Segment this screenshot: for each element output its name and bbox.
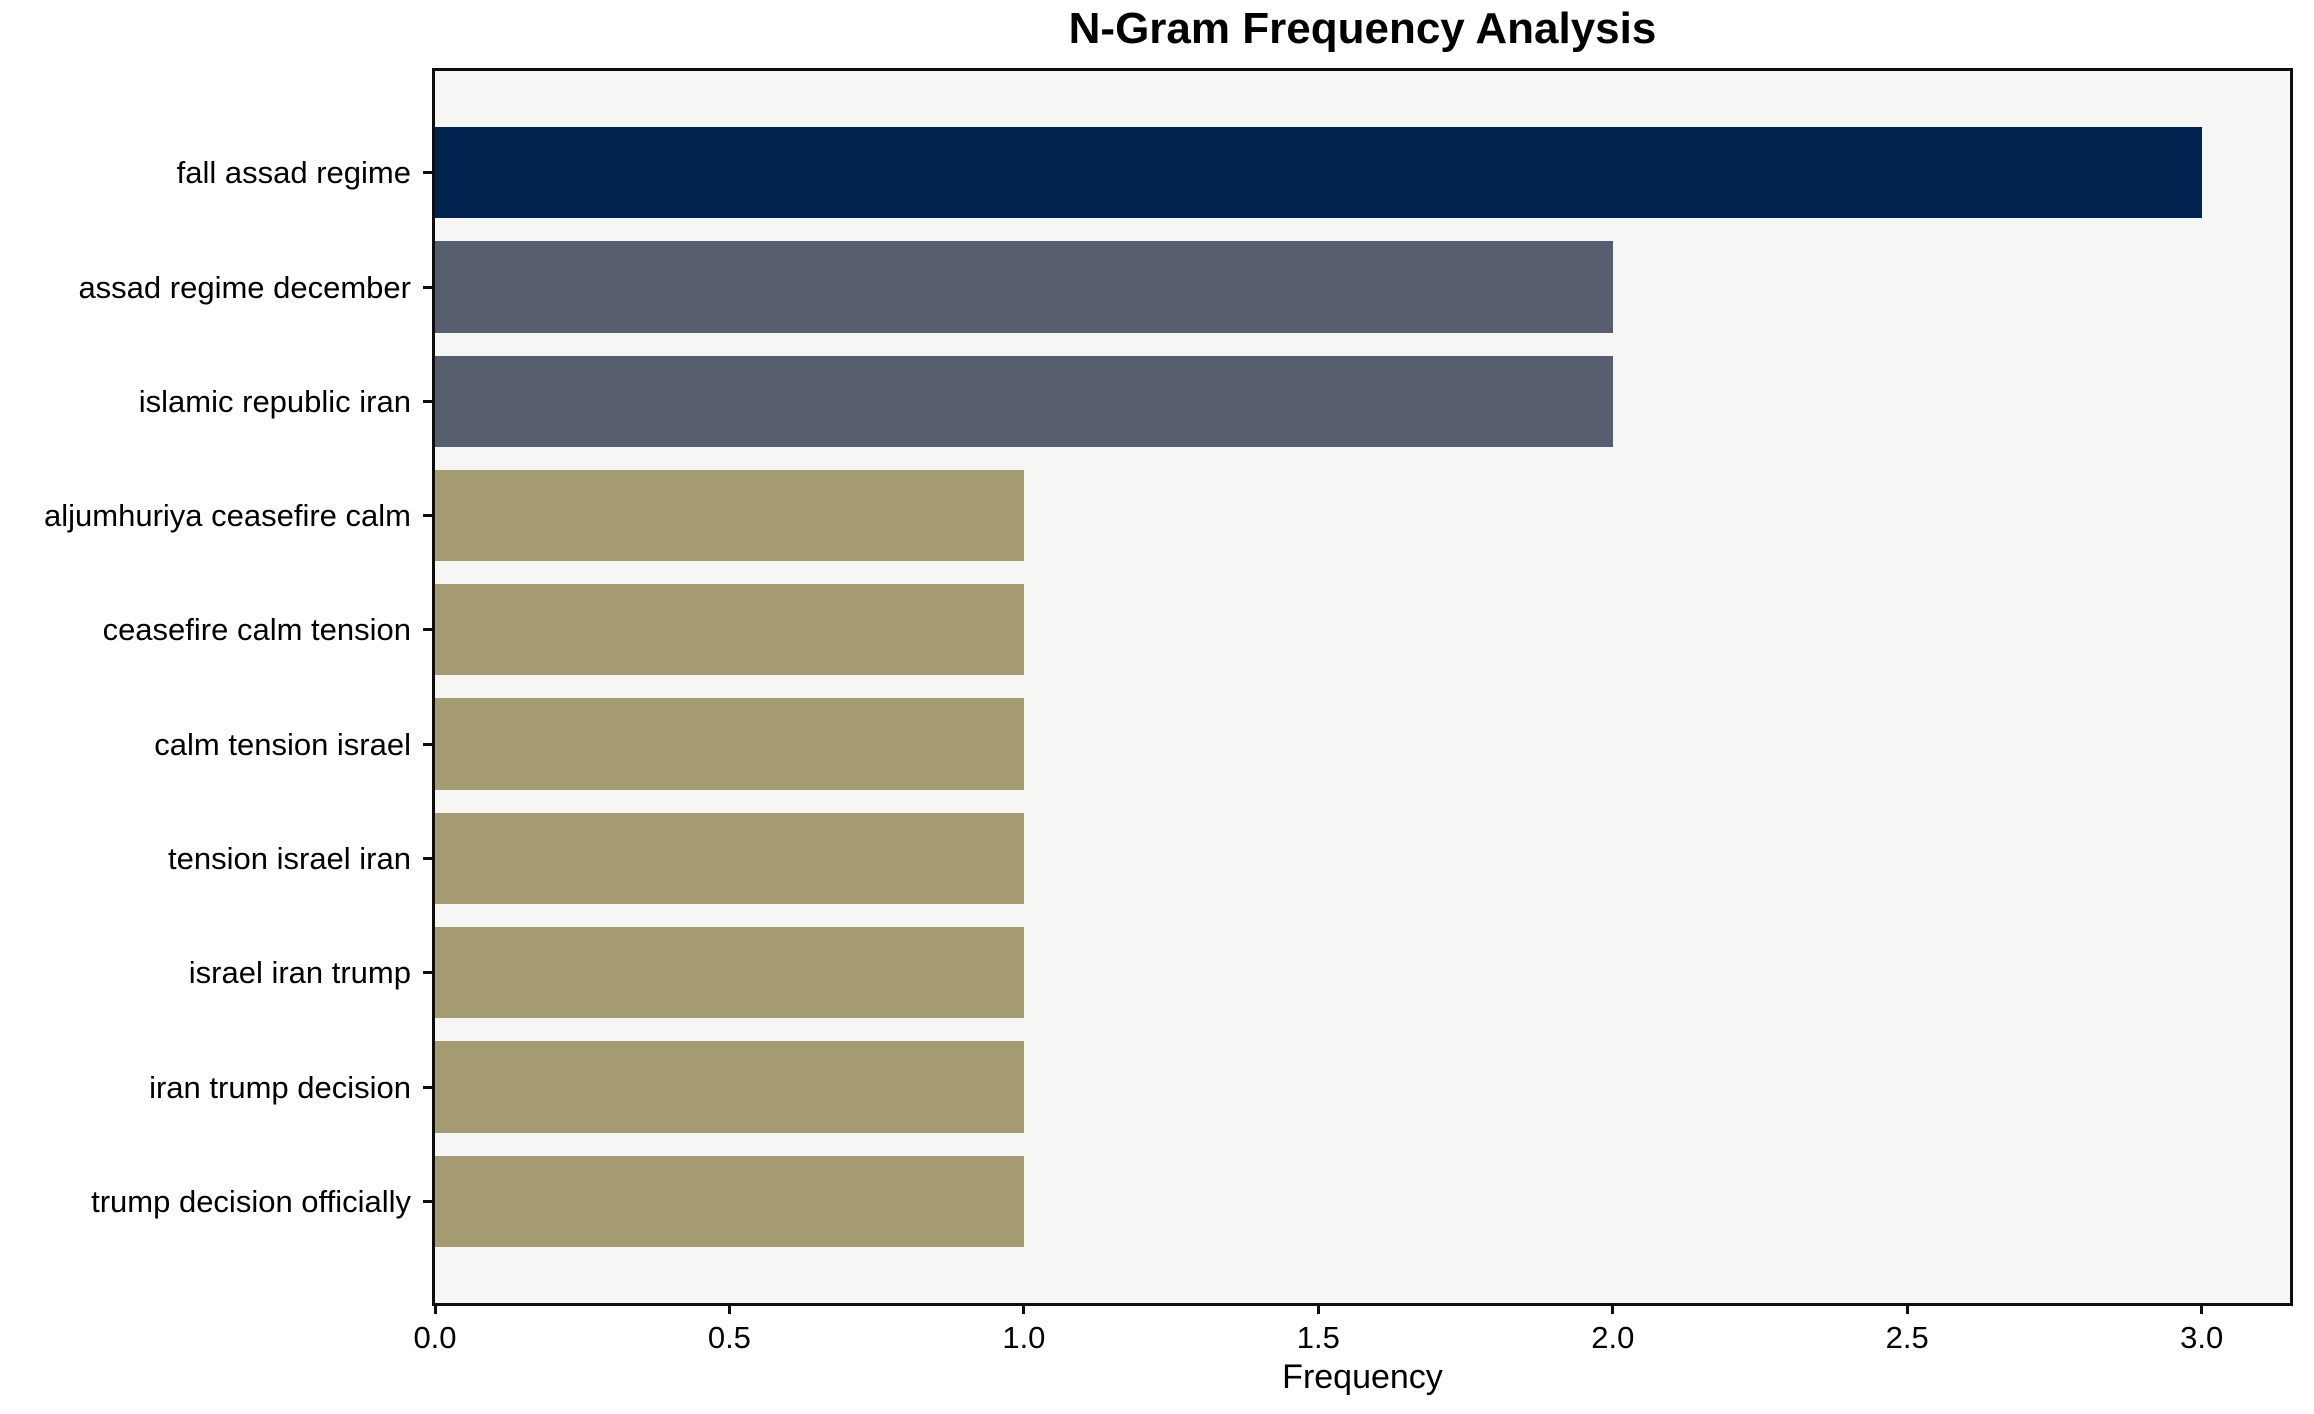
bar-aljumhuriya-ceasefire-calm xyxy=(435,469,1024,562)
y-tick-label: iran trump decision xyxy=(149,1069,411,1105)
x-tick-label: 1.5 xyxy=(1296,1320,1340,1355)
x-axis-tick xyxy=(1022,1304,1026,1314)
y-axis-tick xyxy=(423,628,432,632)
y-tick-label: fall assad regime xyxy=(176,155,411,191)
x-axis-tick xyxy=(1611,1304,1615,1314)
chart-title: N-Gram Frequency Analysis xyxy=(1068,4,1657,53)
y-axis-tick xyxy=(423,856,432,860)
y-axis-tick xyxy=(423,971,432,975)
x-axis-tick xyxy=(1905,1304,1909,1314)
bar-fall-assad-regime xyxy=(435,127,2202,219)
x-axis-tick xyxy=(433,1304,437,1314)
x-tick-label: 3.0 xyxy=(2180,1320,2224,1355)
y-axis-tick xyxy=(423,399,432,403)
x-axis-title: Frequency xyxy=(1282,1358,1443,1396)
x-axis-tick xyxy=(2200,1304,2204,1314)
bar-tension-israel-iran xyxy=(435,812,1024,905)
bar-iran-trump-decision xyxy=(435,1041,1024,1133)
bar-islamic-republic-iran xyxy=(435,355,1613,447)
y-tick-label: islamic republic iran xyxy=(138,383,411,419)
y-axis-tick xyxy=(423,514,432,518)
bar-assad-regime-december xyxy=(435,241,1613,333)
y-tick-label: tension israel iran xyxy=(168,840,411,876)
y-tick-label: ceasefire calm tension xyxy=(102,612,411,648)
y-axis-tick xyxy=(423,742,432,746)
x-axis-tick xyxy=(1316,1304,1320,1314)
bar-trump-decision-officially xyxy=(435,1155,1024,1247)
y-axis-tick xyxy=(423,1199,432,1203)
y-tick-label: aljumhuriya ceasefire calm xyxy=(44,498,411,534)
y-tick-label: israel iran trump xyxy=(188,955,411,991)
y-tick-label: assad regime december xyxy=(78,269,411,305)
x-tick-label: 0.5 xyxy=(707,1320,751,1355)
y-axis-tick xyxy=(423,285,432,289)
x-tick-label: 2.5 xyxy=(1885,1320,1929,1355)
y-axis-tick xyxy=(423,1085,432,1089)
x-tick-label: 0.0 xyxy=(413,1320,457,1355)
bar-israel-iran-trump xyxy=(435,927,1024,1019)
bar-calm-tension-israel xyxy=(435,698,1024,790)
x-axis-tick xyxy=(727,1304,731,1314)
y-tick-label: trump decision officially xyxy=(91,1183,411,1219)
bar-ceasefire-calm-tension xyxy=(435,584,1024,676)
x-tick-label: 2.0 xyxy=(1591,1320,1635,1355)
y-axis-tick xyxy=(423,171,432,175)
y-tick-label: calm tension israel xyxy=(154,726,411,762)
x-tick-label: 1.0 xyxy=(1002,1320,1046,1355)
